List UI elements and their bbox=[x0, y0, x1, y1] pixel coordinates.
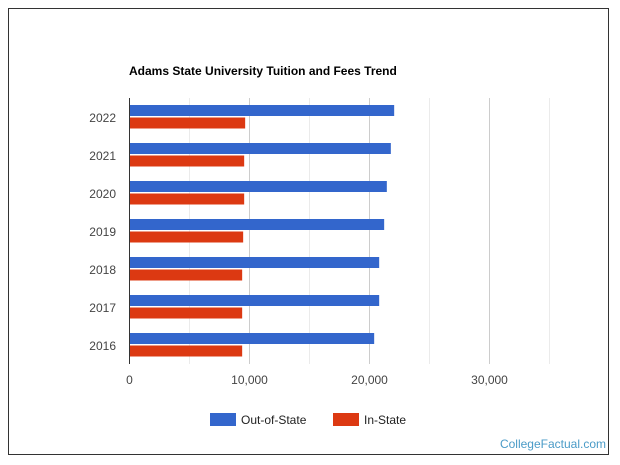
x-tick-label: 0 bbox=[126, 373, 133, 387]
legend-label: Out-of-State bbox=[241, 413, 307, 427]
y-tick-label: 2017 bbox=[89, 301, 116, 315]
legend-swatch bbox=[333, 413, 359, 426]
bar-out-of-state-2018 bbox=[129, 257, 380, 268]
chart-title: Adams State University Tuition and Fees … bbox=[129, 64, 397, 78]
bar-out-of-state-2019 bbox=[129, 219, 385, 230]
y-tick-label: 2019 bbox=[89, 225, 116, 239]
y-tick-label: 2020 bbox=[89, 187, 116, 201]
bar-out-of-state-2017 bbox=[129, 295, 380, 306]
legend-swatch bbox=[210, 413, 236, 426]
y-tick-label: 2022 bbox=[89, 111, 116, 125]
bar-in-state-2019 bbox=[129, 231, 244, 243]
bar-in-state-2022 bbox=[129, 117, 246, 129]
bar-out-of-state-2021 bbox=[129, 143, 391, 154]
bar-in-state-2018 bbox=[129, 269, 243, 281]
bar-out-of-state-2022 bbox=[129, 105, 395, 116]
chart-frame bbox=[8, 8, 609, 455]
legend-label: In-State bbox=[364, 413, 406, 427]
y-tick-label: 2018 bbox=[89, 263, 116, 277]
bar-in-state-2021 bbox=[129, 155, 245, 167]
collegefactual-watermark: CollegeFactual.com bbox=[499, 437, 606, 451]
y-tick-label: 2016 bbox=[89, 339, 116, 353]
bar-in-state-2020 bbox=[129, 193, 245, 205]
bar-in-state-2017 bbox=[129, 307, 243, 319]
bar-out-of-state-2016 bbox=[129, 333, 375, 344]
bar-in-state-2016 bbox=[129, 345, 243, 357]
x-tick-label: 10,000 bbox=[231, 373, 268, 387]
bar-out-of-state-2020 bbox=[129, 181, 387, 192]
x-tick-label: 20,000 bbox=[351, 373, 388, 387]
x-tick-label: 30,000 bbox=[471, 373, 508, 387]
y-tick-label: 2021 bbox=[89, 149, 116, 163]
